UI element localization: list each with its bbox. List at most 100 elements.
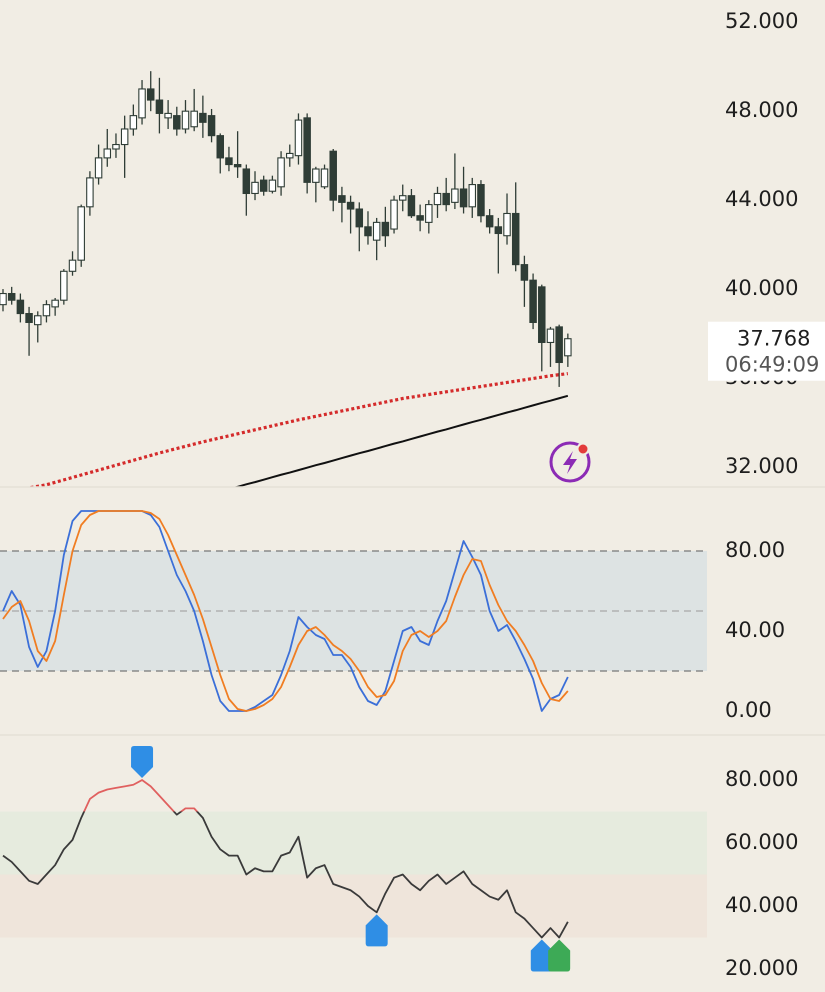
candle-body — [364, 226, 372, 237]
candle-body — [77, 206, 85, 261]
indicator-panel — [0, 779, 707, 939]
candle-body — [425, 204, 433, 223]
moving-average — [24, 372, 569, 487]
candle-body — [16, 299, 25, 315]
y-tick-label: 52.000 — [725, 9, 798, 33]
level-band — [0, 874, 707, 938]
candle-body — [485, 215, 494, 228]
candle-body — [511, 212, 520, 266]
candle-body — [207, 115, 216, 137]
candle-body — [555, 326, 563, 364]
candle-body — [42, 304, 51, 317]
countdown: 06:49:09 — [725, 353, 819, 377]
y-tick-label: 20.000 — [725, 956, 798, 980]
panels: 52.00048.00044.00040.00036.00032.00080.0… — [0, 9, 798, 980]
candle-body — [199, 112, 207, 123]
candle-body — [68, 259, 77, 272]
candle-body — [529, 279, 537, 323]
candle-body — [468, 184, 477, 208]
icon-dot — [576, 442, 590, 456]
signal-marker — [530, 939, 553, 972]
candle-body — [442, 192, 450, 206]
candle-body — [433, 192, 442, 206]
candle-body — [233, 164, 242, 168]
indicator-line — [2, 510, 569, 712]
candle-body — [390, 199, 398, 230]
candle-body — [503, 212, 511, 237]
alert-icon[interactable] — [549, 441, 591, 483]
candle-body — [277, 157, 285, 188]
icon-ring — [549, 441, 591, 483]
icon-bolt — [563, 451, 577, 474]
candle-body — [173, 115, 181, 130]
candle-body — [164, 112, 172, 119]
candle-body — [25, 312, 33, 323]
candle-body — [294, 119, 303, 157]
candle-body — [494, 226, 503, 235]
candle-body — [564, 338, 572, 357]
candle-body — [259, 179, 268, 192]
candle-body — [216, 135, 225, 159]
candle-body — [538, 286, 546, 344]
price-panel — [0, 71, 572, 487]
candle-body — [381, 221, 390, 237]
candle-body — [34, 315, 42, 326]
y-tick-label: 60.000 — [725, 830, 798, 854]
level-band — [0, 811, 707, 875]
candle-body — [416, 215, 424, 221]
candle-body — [312, 168, 320, 183]
candle-body — [338, 195, 346, 203]
candle-body — [120, 128, 129, 146]
y-tick-label: 40.000 — [725, 276, 798, 300]
candle-body — [138, 88, 146, 119]
candle-body — [225, 157, 233, 166]
moving-average — [233, 394, 569, 487]
candle-body — [0, 292, 7, 306]
signal-marker — [548, 939, 571, 972]
candle-body — [51, 299, 59, 308]
indicator-panel — [0, 510, 707, 712]
candle-body — [303, 117, 311, 183]
signal-marker — [365, 914, 388, 947]
candle-body — [242, 168, 251, 195]
candle-body — [355, 208, 364, 228]
price-label-box — [708, 321, 825, 381]
candle-body — [181, 110, 190, 130]
candle-body — [268, 179, 277, 192]
signal-marker — [131, 746, 154, 779]
candle-body — [372, 221, 381, 241]
candle-body — [155, 99, 164, 114]
candle-body — [546, 328, 555, 344]
candle-body — [477, 184, 485, 217]
candle-body — [520, 264, 529, 281]
y-tick-label: 80.000 — [725, 767, 798, 791]
candle-body — [190, 110, 198, 128]
last-price: 37.768 — [737, 327, 810, 351]
y-tick-label: 44.000 — [725, 187, 798, 211]
candle-body — [286, 152, 294, 159]
candle-body — [129, 115, 138, 130]
candle-body — [451, 188, 459, 203]
y-tick-label: 0.00 — [725, 698, 772, 722]
candle-body — [320, 168, 329, 188]
candle-body — [329, 150, 337, 201]
candle-body — [459, 188, 468, 208]
y-tick-label: 40.000 — [725, 893, 798, 917]
candle-body — [251, 181, 259, 195]
candle-body — [60, 270, 68, 301]
candle-body — [103, 148, 112, 159]
candle-body — [112, 143, 120, 150]
candle-body — [86, 177, 94, 208]
candle-body — [7, 292, 16, 301]
indicator-line — [2, 779, 569, 939]
candle-body — [398, 195, 407, 201]
candle-body — [146, 88, 155, 101]
y-tick-label: 80.00 — [725, 538, 785, 562]
y-tick-label: 40.00 — [725, 618, 785, 642]
y-tick-label: 48.000 — [725, 98, 798, 122]
candle-body — [407, 195, 416, 217]
candle-body — [94, 157, 103, 179]
candle-body — [346, 201, 355, 210]
